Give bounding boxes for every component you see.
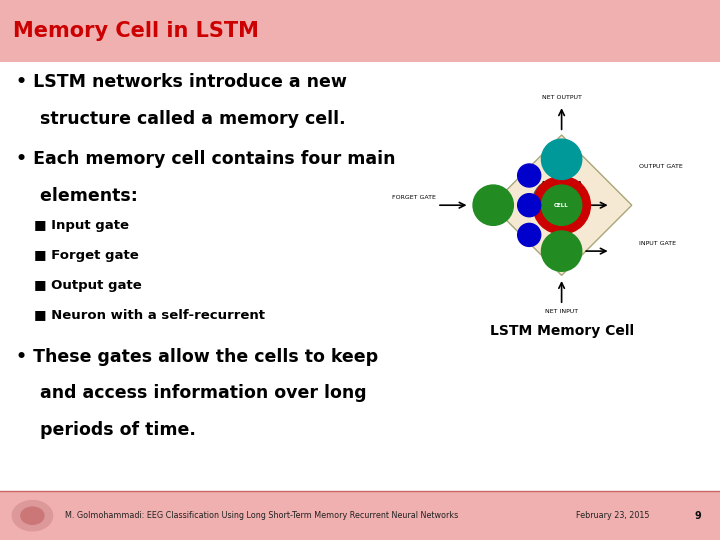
Text: LSTM Memory Cell: LSTM Memory Cell [490, 324, 634, 338]
Text: FORGET GATE: FORGET GATE [392, 195, 436, 200]
Text: ■ Output gate: ■ Output gate [34, 279, 142, 292]
Text: structure called a memory cell.: structure called a memory cell. [16, 110, 346, 127]
Circle shape [12, 501, 53, 531]
Ellipse shape [518, 164, 541, 187]
Text: • Each memory cell contains four main: • Each memory cell contains four main [16, 150, 395, 168]
Text: ■ Forget gate: ■ Forget gate [34, 249, 138, 262]
Text: NET OUTPUT: NET OUTPUT [541, 95, 582, 100]
Text: • These gates allow the cells to keep: • These gates allow the cells to keep [16, 348, 378, 366]
Bar [0, 491, 720, 540]
Text: ■ Neuron with a self-recurrent: ■ Neuron with a self-recurrent [34, 308, 265, 321]
Ellipse shape [473, 185, 513, 225]
Ellipse shape [518, 194, 541, 217]
Ellipse shape [541, 139, 582, 179]
Text: • LSTM networks introduce a new: • LSTM networks introduce a new [16, 73, 347, 91]
Text: CELL: CELL [554, 202, 569, 208]
Ellipse shape [541, 231, 582, 271]
Bar [0, 0, 720, 62]
Ellipse shape [541, 185, 582, 225]
Text: OUTPUT GATE: OUTPUT GATE [639, 164, 683, 169]
Ellipse shape [533, 177, 590, 234]
Text: INPUT GATE: INPUT GATE [639, 241, 676, 246]
Text: Memory Cell in LSTM: Memory Cell in LSTM [13, 21, 258, 41]
Text: elements:: elements: [16, 187, 138, 205]
Text: periods of time.: periods of time. [16, 421, 196, 439]
Ellipse shape [518, 224, 541, 246]
Text: M. Golmohammadi: EEG Classification Using Long Short-Term Memory Recurrent Neura: M. Golmohammadi: EEG Classification Usin… [65, 511, 458, 520]
Circle shape [21, 507, 44, 524]
Text: NET INPUT: NET INPUT [545, 309, 578, 314]
Text: ■ Input gate: ■ Input gate [34, 219, 129, 232]
Text: 9: 9 [695, 511, 701, 521]
Text: February 23, 2015: February 23, 2015 [576, 511, 649, 520]
Text: and access information over long: and access information over long [16, 384, 366, 402]
Polygon shape [491, 135, 632, 275]
